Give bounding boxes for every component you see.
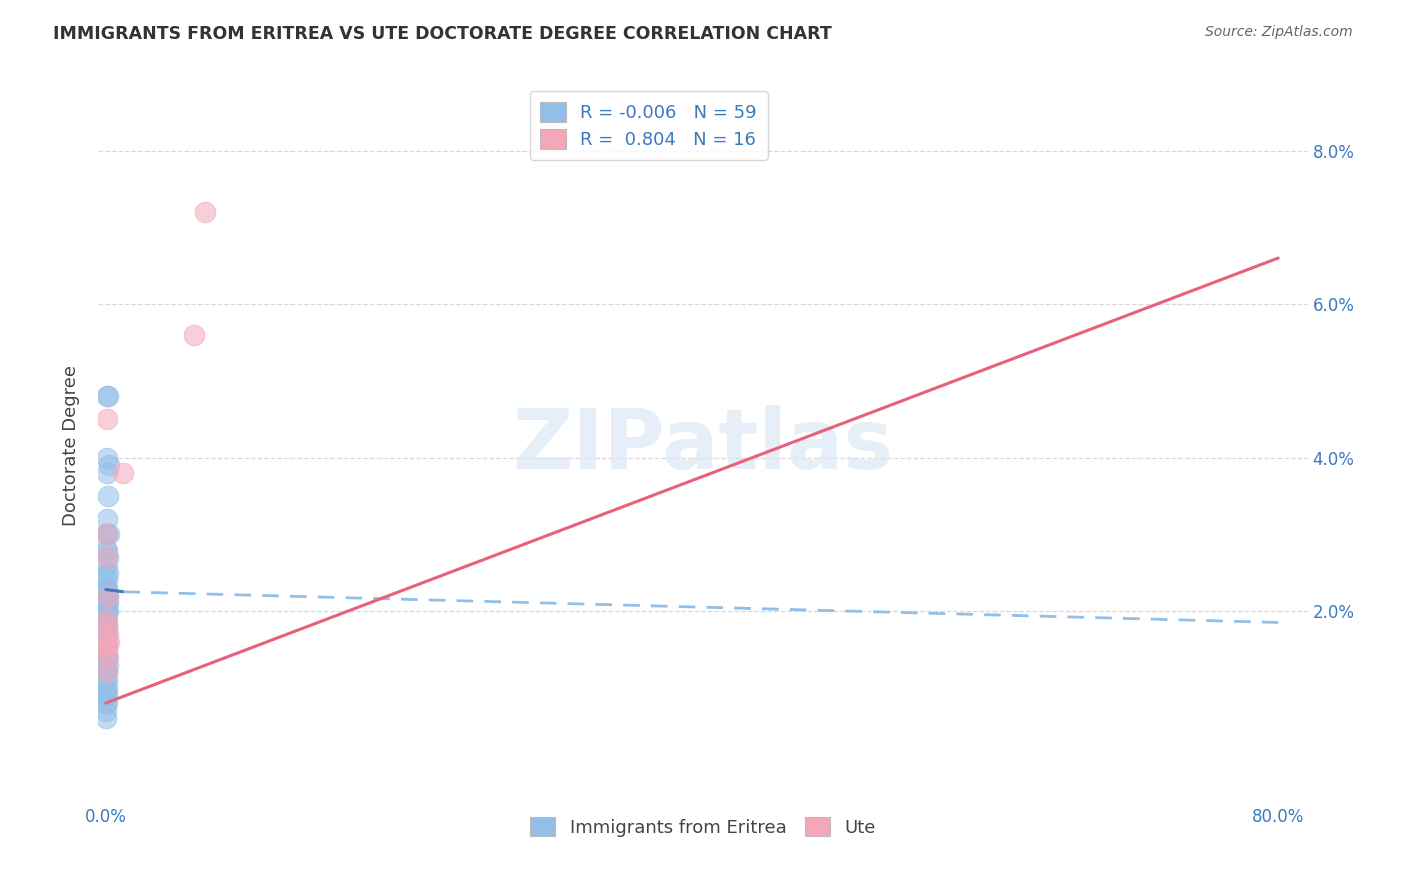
Point — [96, 634, 118, 648]
Point — [96, 612, 118, 626]
Point — [96, 581, 118, 595]
Point — [96, 642, 118, 657]
Point — [96, 673, 118, 687]
Point — [96, 696, 118, 710]
Point — [96, 681, 118, 695]
Point — [97, 458, 120, 473]
Point — [97, 589, 120, 603]
Point — [96, 558, 118, 572]
Point — [97, 596, 120, 610]
Point — [96, 665, 118, 680]
Point — [96, 389, 118, 403]
Point — [96, 634, 118, 648]
Point — [96, 627, 118, 641]
Point — [97, 489, 120, 503]
Point — [96, 592, 118, 607]
Text: Source: ZipAtlas.com: Source: ZipAtlas.com — [1205, 25, 1353, 39]
Point — [97, 634, 120, 648]
Point — [96, 704, 118, 718]
Point — [96, 550, 118, 565]
Point — [96, 512, 118, 526]
Point — [96, 665, 118, 680]
Point — [96, 619, 118, 633]
Point — [96, 527, 118, 541]
Point — [96, 527, 118, 541]
Point — [96, 650, 118, 665]
Point — [98, 527, 121, 541]
Point — [96, 450, 118, 465]
Point — [96, 592, 118, 607]
Point — [96, 527, 118, 541]
Point — [96, 412, 118, 426]
Point — [96, 596, 118, 610]
Point — [96, 589, 118, 603]
Point — [96, 466, 118, 480]
Point — [183, 327, 205, 342]
Point — [96, 696, 118, 710]
Point — [96, 665, 118, 680]
Point — [97, 650, 120, 665]
Point — [96, 673, 118, 687]
Point — [96, 711, 118, 725]
Point — [96, 542, 118, 557]
Point — [96, 627, 118, 641]
Point — [96, 642, 118, 657]
Point — [96, 619, 118, 633]
Legend: Immigrants from Eritrea, Ute: Immigrants from Eritrea, Ute — [523, 809, 883, 844]
Point — [96, 612, 118, 626]
Point — [96, 689, 118, 703]
Point — [96, 542, 118, 557]
Point — [96, 634, 118, 648]
Text: IMMIGRANTS FROM ERITREA VS UTE DOCTORATE DEGREE CORRELATION CHART: IMMIGRANTS FROM ERITREA VS UTE DOCTORATE… — [53, 25, 832, 43]
Y-axis label: Doctorate Degree: Doctorate Degree — [62, 366, 80, 526]
Point — [97, 627, 120, 641]
Point — [96, 574, 118, 588]
Point — [97, 566, 120, 580]
Point — [97, 550, 120, 565]
Point — [96, 596, 118, 610]
Point — [194, 205, 217, 219]
Point — [96, 681, 118, 695]
Point — [96, 566, 118, 580]
Point — [96, 650, 118, 665]
Point — [96, 642, 118, 657]
Point — [97, 589, 120, 603]
Point — [96, 604, 118, 618]
Point — [97, 657, 120, 672]
Point — [96, 639, 118, 653]
Point — [112, 466, 135, 480]
Point — [97, 389, 120, 403]
Point — [96, 581, 118, 595]
Point — [96, 604, 118, 618]
Point — [96, 619, 118, 633]
Text: ZIPatlas: ZIPatlas — [513, 406, 893, 486]
Point — [97, 604, 120, 618]
Point — [96, 589, 118, 603]
Point — [96, 689, 118, 703]
Point — [96, 584, 118, 599]
Point — [96, 584, 118, 599]
Point — [96, 657, 118, 672]
Point — [96, 600, 118, 615]
Point — [96, 612, 118, 626]
